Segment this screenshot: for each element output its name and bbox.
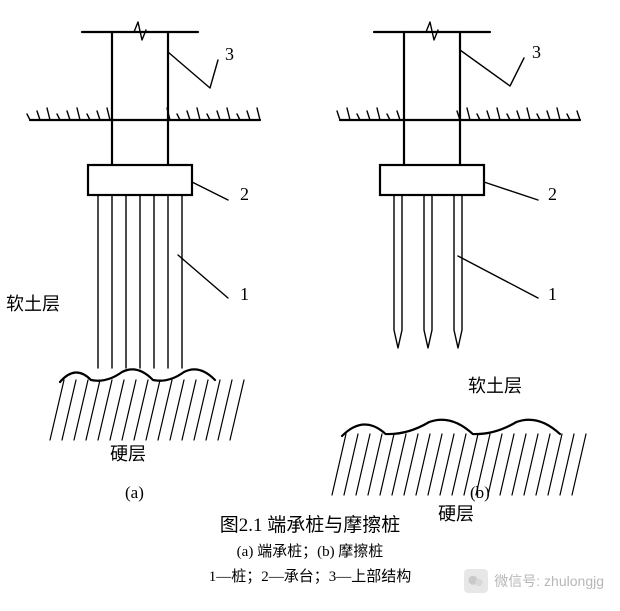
svg-text:2: 2 xyxy=(240,184,249,204)
svg-text:2: 2 xyxy=(548,184,557,204)
svg-text:1: 1 xyxy=(240,284,249,304)
wechat-icon xyxy=(464,569,488,593)
svg-text:软土层: 软土层 xyxy=(468,376,522,396)
watermark: 微信号: zhulongjg xyxy=(464,569,604,593)
svg-text:(b): (b) xyxy=(470,483,490,502)
figure-page: { "canvas":{"width":620,"height":611,"ba… xyxy=(0,0,620,611)
svg-text:软土层: 软土层 xyxy=(6,294,60,314)
svg-text:3: 3 xyxy=(225,44,234,64)
figure-title: 图2.1 端承桩与摩擦桩 xyxy=(0,510,620,537)
svg-text:(a): (a) xyxy=(125,483,144,502)
watermark-text: 微信号: zhulongjg xyxy=(494,571,604,591)
svg-text:3: 3 xyxy=(532,42,541,62)
figure-legend-1: (a) 端承桩；(b) 摩擦桩 xyxy=(0,540,620,561)
svg-text:硬层: 硬层 xyxy=(110,444,146,464)
svg-text:1: 1 xyxy=(548,284,557,304)
